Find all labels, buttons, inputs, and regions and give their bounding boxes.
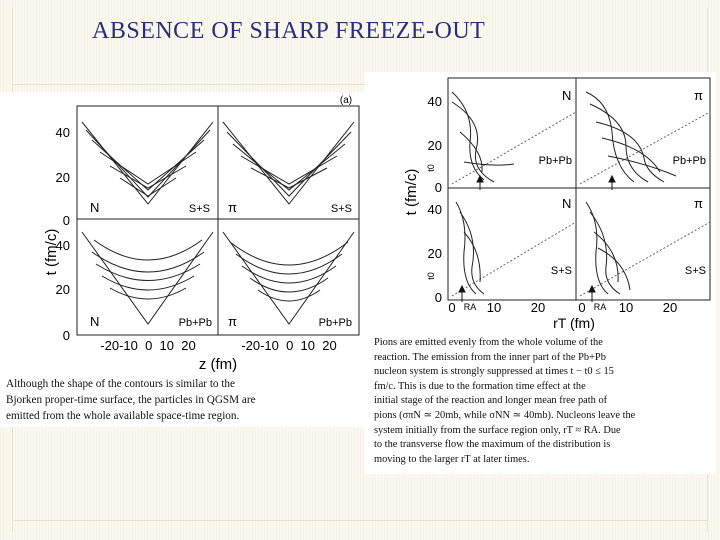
right-panel-3-particle: N	[562, 196, 571, 211]
right-panel-1-particle: N	[562, 88, 571, 103]
left-y-axis-label: t (fm/c)	[43, 229, 60, 276]
left-ytick-top-3: 0	[63, 213, 70, 228]
right-panel-2-contours	[585, 91, 677, 183]
right-caption-line-9: moving to the larger rT at later times.	[374, 453, 530, 465]
left-ytick-bot-2: 20	[56, 282, 70, 297]
right-xtick-3: 20	[531, 300, 545, 315]
right-ytick-bot-2: 20	[428, 246, 442, 261]
left-panel-2-particle: π	[228, 200, 237, 215]
right-panel-4-frame	[575, 187, 711, 301]
bottom-rule	[12, 520, 708, 521]
right-xtick-2: 10	[487, 300, 501, 315]
left-caption-line-2: Bjorken proper-time surface, the particl…	[6, 394, 256, 406]
left-panel-4-particle: π	[228, 314, 237, 329]
right-t0-label-top: t0	[426, 164, 436, 172]
right-caption-line-7: system initially from the surface region…	[374, 424, 621, 436]
right-xtick-1: 0	[448, 300, 455, 315]
right-panel-3-contours	[455, 201, 485, 295]
right-xtick-5: 10	[619, 300, 633, 315]
slide-title: ABSENCE OF SHARP FREEZE-OUT	[92, 18, 486, 44]
left-panel-3-system: Pb+Pb	[179, 317, 212, 329]
left-ytick-top-2: 20	[56, 170, 70, 185]
right-diagonal-lines	[451, 111, 711, 297]
left-panel-1-system: S+S	[189, 203, 210, 215]
left-panel-3-contours	[81, 231, 214, 325]
left-ytick-bot-3: 0	[63, 328, 70, 343]
title-underline	[12, 84, 708, 85]
right-caption: Pions are emitted evenly from the whole …	[374, 336, 712, 467]
right-caption-line-4: fm/c. This is due to the formation time …	[374, 380, 586, 392]
right-caption-line-2: reaction. The emission from the inner pa…	[374, 351, 606, 363]
left-panel-1-contours	[81, 121, 214, 205]
left-xticks-left: -20-10 0 10 20	[100, 338, 195, 353]
left-panel-2-contours	[222, 121, 355, 205]
left-panel-4-system: Pb+Pb	[319, 317, 352, 329]
left-panel-2-system: S+S	[331, 203, 352, 215]
right-caption-line-5: initial stage of the reaction and longer…	[374, 395, 608, 407]
right-panel-2-frame	[575, 77, 711, 189]
right-ra-label-2: RA	[594, 302, 607, 312]
left-caption: Although the shape of the contours is si…	[6, 376, 360, 424]
right-x-axis-label: rT (fm)	[553, 315, 595, 331]
right-panel-4-particle: π	[694, 196, 703, 211]
right-t0-label-bottom: t0	[426, 272, 436, 280]
right-panel-2-system: Pb+Pb	[673, 155, 706, 167]
right-panel-2-particle: π	[694, 88, 703, 103]
right-panel-4-contours	[585, 201, 631, 295]
left-panel-4-contours	[222, 231, 355, 325]
right-caption-line-1: Pions are emitted evenly from the whole …	[374, 337, 603, 348]
right-panel-4-system: S+S	[685, 265, 706, 277]
right-panel-1-frame	[447, 77, 577, 189]
right-ytick-bot-1: 40	[428, 202, 442, 217]
left-panel-letter: (a)	[340, 95, 352, 106]
right-xtick-4: 0	[578, 300, 585, 315]
right-panel-3-frame	[447, 187, 577, 301]
right-figure-svg: 40 20 0 40 20 0 t0 t0 t (fm/c) 0 RA 10 2…	[403, 77, 711, 331]
left-panel-3-particle: N	[90, 314, 99, 329]
right-caption-line-8: to the transverse flow the maximum of th…	[374, 439, 611, 451]
right-ytick-top-1: 40	[428, 94, 442, 109]
right-ra-arrows	[458, 174, 616, 302]
right-y-axis-label: t (fm/c)	[403, 169, 420, 216]
right-panel-3-system: S+S	[551, 265, 572, 277]
right-panel-1-system: Pb+Pb	[539, 155, 572, 167]
left-panel-1-particle: N	[90, 200, 99, 215]
left-ytick-top-1: 40	[56, 125, 70, 140]
left-caption-line-3: emitted from the whole available space-t…	[6, 410, 240, 422]
left-xticks-right: -20-10 0 10 20	[241, 338, 336, 353]
left-ytick-bot-1: 40	[56, 238, 70, 253]
right-ytick-top-2: 20	[428, 138, 442, 153]
left-x-axis-label: z (fm)	[199, 356, 237, 373]
right-figure: 40 20 0 40 20 0 t0 t0 t (fm/c) 0 RA 10 2…	[364, 72, 716, 474]
right-xtick-6: 20	[663, 300, 677, 315]
right-ra-label-1: RA	[464, 302, 477, 312]
left-figure: 40 20 0 40 20 0 t (fm/c) -20-10 0 10 20 …	[0, 92, 365, 427]
right-caption-line-3: nucleon system is strongly suppressed at…	[374, 366, 614, 378]
left-panel-4-frame	[217, 218, 360, 336]
right-caption-line-6: pions (σπN ≃ 20mb, while σNN ≃ 40mb). Nu…	[374, 409, 636, 421]
left-figure-svg: 40 20 0 40 20 0 t (fm/c) -20-10 0 10 20 …	[43, 95, 360, 373]
left-caption-line-1: Although the shape of the contours is si…	[6, 378, 235, 390]
right-ytick-bot-3: 0	[435, 290, 442, 305]
right-panel-1-contours	[451, 91, 515, 183]
right-ytick-top-3: 0	[435, 180, 442, 195]
